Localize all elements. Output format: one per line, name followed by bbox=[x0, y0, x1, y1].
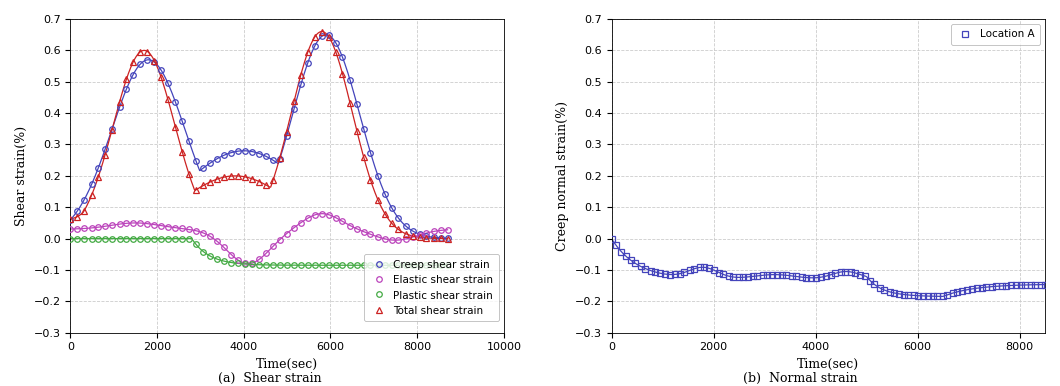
Creep shear strain bbox=[322, 33, 335, 38]
Total shear strain bbox=[155, 75, 167, 80]
Creep shear strain bbox=[441, 236, 454, 240]
X-axis label: Time(sec): Time(sec) bbox=[257, 358, 318, 371]
Text: (b)  Normal strain: (b) Normal strain bbox=[743, 372, 858, 385]
Elastic shear strain bbox=[204, 234, 216, 239]
Total shear strain bbox=[441, 236, 454, 241]
Location A bbox=[980, 285, 993, 290]
Line: Elastic shear strain: Elastic shear strain bbox=[68, 211, 450, 266]
Elastic shear strain bbox=[155, 223, 167, 228]
Plastic shear strain bbox=[155, 236, 167, 241]
Creep shear strain bbox=[134, 62, 146, 67]
Creep shear strain bbox=[106, 127, 119, 132]
Location A bbox=[605, 236, 618, 241]
Elastic shear strain bbox=[435, 228, 447, 233]
Line: Plastic shear strain: Plastic shear strain bbox=[68, 236, 450, 268]
Elastic shear strain bbox=[106, 223, 119, 227]
Elastic shear strain bbox=[238, 261, 251, 266]
Elastic shear strain bbox=[413, 233, 426, 237]
X-axis label: Time(sec): Time(sec) bbox=[797, 358, 860, 371]
Total shear strain bbox=[435, 236, 447, 241]
Plastic shear strain bbox=[106, 236, 119, 241]
Creep shear strain bbox=[435, 236, 447, 240]
Plastic shear strain bbox=[435, 263, 447, 267]
Elastic shear strain bbox=[441, 227, 454, 232]
Legend: Location A: Location A bbox=[951, 24, 1040, 45]
Elastic shear strain bbox=[64, 227, 76, 231]
Plastic shear strain bbox=[64, 236, 76, 241]
Elastic shear strain bbox=[316, 211, 329, 216]
Location A bbox=[970, 286, 983, 291]
Plastic shear strain bbox=[400, 263, 412, 267]
Total shear strain bbox=[64, 217, 76, 221]
Creep shear strain bbox=[155, 68, 167, 73]
Location A bbox=[937, 294, 950, 299]
Total shear strain bbox=[134, 50, 146, 54]
Creep shear strain bbox=[406, 229, 419, 234]
Legend: Creep shear strain, Elastic shear strain, Plastic shear strain, Total shear stra: Creep shear strain, Elastic shear strain… bbox=[365, 254, 498, 321]
Location A bbox=[737, 275, 749, 279]
Line: Total shear strain: Total shear strain bbox=[68, 29, 450, 241]
Plastic shear strain bbox=[441, 263, 454, 267]
Location A bbox=[907, 293, 920, 298]
Plastic shear strain bbox=[204, 254, 216, 258]
Text: (a)  Shear strain: (a) Shear strain bbox=[218, 372, 322, 385]
Total shear strain bbox=[316, 29, 329, 34]
Creep shear strain bbox=[204, 161, 216, 165]
Plastic shear strain bbox=[134, 236, 146, 241]
Location A bbox=[1025, 283, 1038, 287]
Line: Location A: Location A bbox=[608, 236, 1047, 299]
Total shear strain bbox=[204, 179, 216, 184]
Total shear strain bbox=[106, 128, 119, 132]
Total shear strain bbox=[406, 234, 419, 239]
Elastic shear strain bbox=[134, 221, 146, 225]
Location A bbox=[664, 272, 676, 277]
Line: Creep shear strain: Creep shear strain bbox=[68, 32, 450, 241]
Y-axis label: Shear strain(%): Shear strain(%) bbox=[15, 126, 28, 226]
Location A bbox=[1039, 282, 1052, 287]
Y-axis label: Creep normal strain(%): Creep normal strain(%) bbox=[556, 101, 569, 251]
Creep shear strain bbox=[64, 217, 76, 222]
